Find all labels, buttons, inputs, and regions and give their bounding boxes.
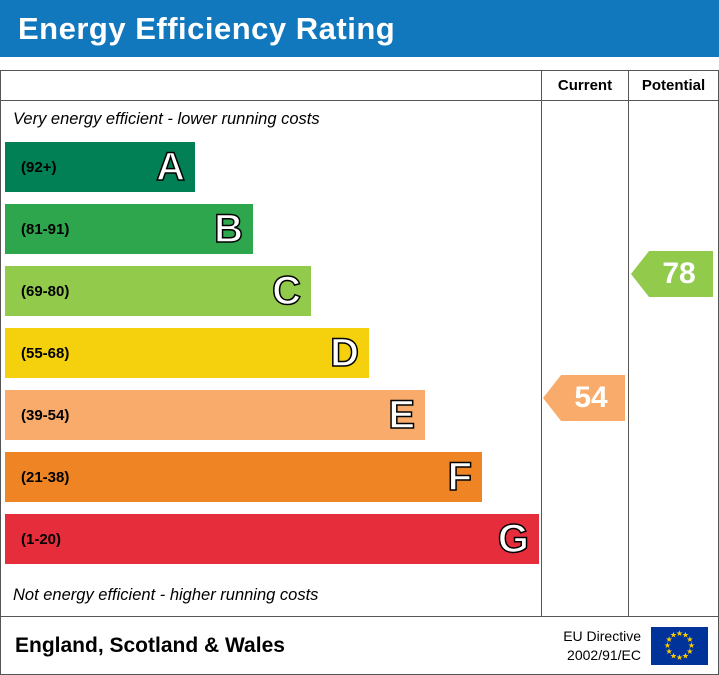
band-letter: F (447, 454, 473, 500)
potential-rating-arrow: 78 (631, 251, 713, 297)
band-range-label: (69-80) (21, 282, 70, 300)
band-row-D: (55-68) D (5, 328, 541, 390)
band-letter: A (155, 144, 185, 190)
potential-column-header: Potential (641, 77, 706, 94)
band-bar-A: (92+) A (5, 142, 195, 192)
band-bar-B: (81-91) B (5, 204, 253, 254)
band-range-label: (21-38) (21, 468, 70, 486)
page-title: Energy Efficiency Rating (18, 10, 396, 46)
caption-bottom: Not energy efficient - higher running co… (13, 586, 319, 604)
band-row-B: (81-91) B (5, 204, 541, 266)
caption-top: Very energy efficient - lower running co… (13, 110, 320, 128)
title-bar: Energy Efficiency Rating (0, 0, 719, 57)
footer: England, Scotland & Wales EU Directive 2… (0, 616, 719, 675)
band-row-G: (1-20) G (5, 514, 541, 576)
band-bar-E: (39-54) E (5, 390, 425, 440)
band-range-label: (55-68) (21, 344, 70, 362)
band-letter: C (271, 268, 301, 314)
region-label: England, Scotland & Wales (15, 633, 285, 657)
band-row-C: (69-80) C (5, 266, 541, 328)
band-row-E: (39-54) E (5, 390, 541, 452)
current-rating-value: 54 (574, 381, 608, 414)
band-range-label: (92+) (21, 158, 57, 176)
band-bar-D: (55-68) D (5, 328, 369, 378)
eu-flag-icon: ★ ★ ★ ★ ★ ★ ★ ★ ★ ★ ★ ★ (651, 626, 708, 665)
footer-right: EU Directive 2002/91/EC ★ ★ ★ ★ ★ ★ ★ ★ ★ ★ ★ ★ (563, 626, 708, 665)
band-bar-F: (21-38) F (5, 452, 482, 502)
band-bar-G: (1-20) G (5, 514, 539, 564)
current-rating-arrow: 54 (543, 375, 625, 421)
band-bar-C: (69-80) C (5, 266, 311, 316)
band-letter: D (329, 330, 359, 376)
eu-directive-line2: 2002/91/EC (567, 646, 641, 663)
band-letter: G (497, 516, 530, 562)
band-range-label: (1-20) (21, 530, 62, 548)
band-row-F: (21-38) F (5, 452, 541, 514)
band-letter: E (388, 392, 416, 438)
band-range-label: (81-91) (21, 220, 70, 238)
potential-column-divider (628, 71, 629, 616)
table-header-row: Current Potential (1, 71, 718, 101)
rating-table: Current Potential Very energy efficient … (0, 70, 719, 617)
eu-directive-label: EU Directive 2002/91/EC (563, 627, 641, 663)
eu-directive-line1: EU Directive (563, 628, 641, 645)
current-column-divider (541, 71, 542, 616)
band-letter: B (213, 206, 243, 252)
band-range-label: (39-54) (21, 406, 70, 424)
band-row-A: (92+) A (5, 142, 541, 204)
current-column-header: Current (557, 77, 613, 94)
potential-rating-value: 78 (662, 257, 696, 290)
bands-area: Very energy efficient - lower running co… (1, 102, 541, 615)
rating-bands: (92+) A (81-91) B (69-80) C (55-68) D (39-54) E (2… (5, 142, 541, 576)
